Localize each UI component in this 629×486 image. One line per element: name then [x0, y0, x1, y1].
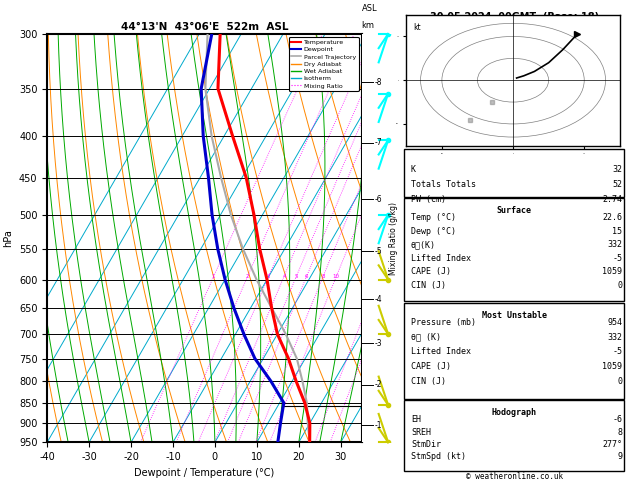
- Text: 1059: 1059: [602, 267, 622, 276]
- Text: -6: -6: [612, 416, 622, 424]
- Text: θᴇ(K): θᴇ(K): [411, 240, 436, 249]
- Text: K: K: [411, 165, 416, 174]
- Text: 5: 5: [294, 274, 298, 279]
- Text: 0: 0: [617, 377, 622, 385]
- Text: 2: 2: [246, 274, 249, 279]
- Text: 10: 10: [333, 274, 340, 279]
- Text: 6: 6: [304, 274, 308, 279]
- Text: 15: 15: [612, 226, 622, 236]
- Text: EH: EH: [411, 416, 421, 424]
- Legend: Temperature, Dewpoint, Parcel Trajectory, Dry Adiabat, Wet Adiabat, Isotherm, Mi: Temperature, Dewpoint, Parcel Trajectory…: [289, 37, 359, 91]
- Text: 1: 1: [212, 274, 215, 279]
- Text: Lifted Index: Lifted Index: [411, 254, 471, 262]
- Bar: [404, 149, 625, 197]
- Text: StmSpd (kt): StmSpd (kt): [411, 452, 466, 461]
- Bar: [404, 303, 625, 399]
- Text: CIN (J): CIN (J): [411, 377, 446, 385]
- Text: 9: 9: [617, 452, 622, 461]
- Text: 1059: 1059: [602, 362, 622, 371]
- Text: Temp (°C): Temp (°C): [411, 213, 456, 222]
- Text: © weatheronline.co.uk: © weatheronline.co.uk: [465, 472, 563, 481]
- Text: CIN (J): CIN (J): [411, 280, 446, 290]
- Text: PW (cm): PW (cm): [411, 195, 446, 204]
- Text: CAPE (J): CAPE (J): [411, 362, 451, 371]
- Text: Pressure (mb): Pressure (mb): [411, 318, 476, 327]
- Text: Surface: Surface: [497, 206, 532, 215]
- Text: 30.05.2024  00GMT  (Base: 18): 30.05.2024 00GMT (Base: 18): [430, 12, 599, 22]
- Text: 3: 3: [267, 274, 270, 279]
- Text: -5: -5: [375, 247, 382, 256]
- Text: 0: 0: [617, 280, 622, 290]
- Text: 32: 32: [612, 165, 622, 174]
- Text: 277°: 277°: [602, 440, 622, 449]
- Text: 8: 8: [321, 274, 325, 279]
- Text: -1: -1: [375, 420, 382, 430]
- Text: 22.6: 22.6: [602, 213, 622, 222]
- Bar: [404, 198, 625, 301]
- Text: Most Unstable: Most Unstable: [482, 311, 547, 320]
- Text: Totals Totals: Totals Totals: [411, 180, 476, 190]
- Text: Dewp (°C): Dewp (°C): [411, 226, 456, 236]
- Text: -3: -3: [375, 339, 382, 347]
- Title: 44°13'N  43°06'E  522m  ASL: 44°13'N 43°06'E 522m ASL: [121, 22, 288, 32]
- Text: ASL: ASL: [362, 4, 377, 13]
- Text: 4: 4: [282, 274, 286, 279]
- Text: -5: -5: [612, 254, 622, 262]
- Text: -6: -6: [375, 194, 382, 204]
- Text: 2.74: 2.74: [602, 195, 622, 204]
- Text: 52: 52: [612, 180, 622, 190]
- Text: Hodograph: Hodograph: [492, 408, 537, 417]
- Text: SREH: SREH: [411, 428, 431, 436]
- Bar: [404, 400, 625, 471]
- Text: -7: -7: [375, 139, 382, 147]
- Text: θᴇ (K): θᴇ (K): [411, 333, 441, 342]
- Y-axis label: hPa: hPa: [3, 229, 13, 247]
- Text: StmDir: StmDir: [411, 440, 441, 449]
- Text: -8: -8: [375, 78, 382, 87]
- Text: LCL: LCL: [364, 401, 377, 410]
- Text: km: km: [362, 21, 375, 31]
- Text: 332: 332: [607, 240, 622, 249]
- Text: -4: -4: [375, 295, 382, 304]
- Text: 954: 954: [607, 318, 622, 327]
- Text: 332: 332: [607, 333, 622, 342]
- X-axis label: Dewpoint / Temperature (°C): Dewpoint / Temperature (°C): [135, 468, 274, 478]
- Text: -5: -5: [612, 347, 622, 356]
- Text: -2: -2: [375, 381, 382, 389]
- Text: CAPE (J): CAPE (J): [411, 267, 451, 276]
- Text: 8: 8: [617, 428, 622, 436]
- Text: Mixing Ratio (g/kg): Mixing Ratio (g/kg): [389, 202, 398, 275]
- Text: Lifted Index: Lifted Index: [411, 347, 471, 356]
